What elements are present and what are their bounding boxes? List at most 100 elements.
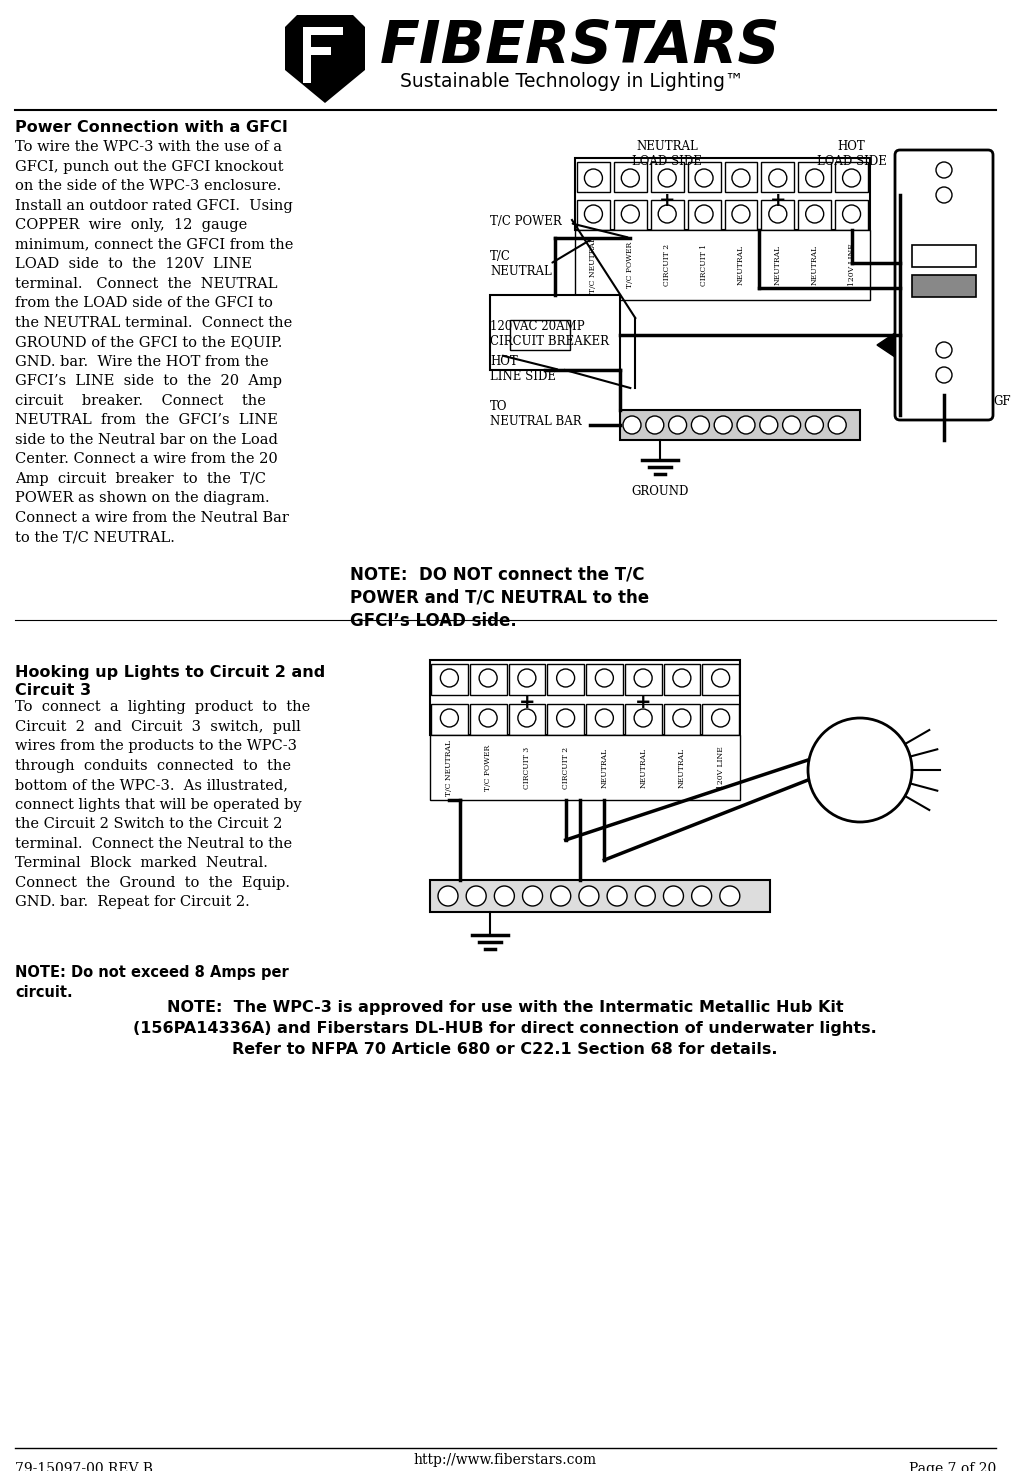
- Circle shape: [712, 709, 730, 727]
- Circle shape: [783, 416, 801, 434]
- Circle shape: [623, 416, 641, 434]
- Text: NEUTRAL: NEUTRAL: [811, 246, 819, 285]
- Text: NEUTRAL: NEUTRAL: [737, 246, 745, 285]
- Bar: [430, 880, 770, 912]
- Circle shape: [438, 886, 458, 906]
- Text: NEUTRAL
LOAD SIDE: NEUTRAL LOAD SIDE: [632, 140, 702, 168]
- Bar: [575, 157, 870, 229]
- Circle shape: [466, 886, 486, 906]
- Circle shape: [494, 886, 515, 906]
- Circle shape: [842, 169, 860, 187]
- Text: http://www.fiberstars.com: http://www.fiberstars.com: [413, 1453, 596, 1467]
- Bar: [620, 410, 860, 440]
- Bar: [510, 321, 570, 350]
- Circle shape: [441, 669, 458, 687]
- Polygon shape: [285, 15, 365, 103]
- Circle shape: [732, 204, 750, 224]
- Circle shape: [584, 169, 603, 187]
- Bar: [799, 162, 831, 193]
- Bar: [577, 162, 610, 193]
- Bar: [687, 162, 721, 193]
- Bar: [490, 296, 620, 371]
- Circle shape: [557, 669, 574, 687]
- Circle shape: [518, 709, 536, 727]
- Text: T/C
NEUTRAL: T/C NEUTRAL: [490, 250, 552, 278]
- Bar: [431, 705, 468, 736]
- Bar: [663, 705, 701, 736]
- Bar: [725, 200, 757, 229]
- Circle shape: [595, 709, 614, 727]
- Text: 79-15097-00 REV B: 79-15097-00 REV B: [15, 1462, 153, 1471]
- Text: Hooking up Lights to Circuit 2 and
Circuit 3: Hooking up Lights to Circuit 2 and Circu…: [15, 665, 326, 699]
- Polygon shape: [303, 26, 343, 35]
- Circle shape: [518, 669, 536, 687]
- Circle shape: [828, 416, 846, 434]
- Circle shape: [557, 709, 574, 727]
- Bar: [912, 275, 976, 297]
- Text: T/C POWER: T/C POWER: [490, 215, 562, 228]
- Text: CIRCUIT 2: CIRCUIT 2: [663, 244, 671, 285]
- Circle shape: [696, 169, 713, 187]
- Text: HOT
LINE SIDE: HOT LINE SIDE: [490, 355, 556, 382]
- Bar: [651, 162, 683, 193]
- Text: HOT
LOAD SIDE: HOT LOAD SIDE: [817, 140, 887, 168]
- Circle shape: [441, 709, 458, 727]
- Bar: [761, 200, 795, 229]
- Circle shape: [579, 886, 599, 906]
- Circle shape: [768, 169, 787, 187]
- Circle shape: [479, 669, 497, 687]
- Bar: [430, 660, 740, 736]
- Text: 120VAC 20AMP
CIRCUIT BREAKER: 120VAC 20AMP CIRCUIT BREAKER: [490, 321, 609, 349]
- Text: FIBERSTARS: FIBERSTARS: [380, 18, 780, 75]
- Text: T/C NEUTRAL: T/C NEUTRAL: [446, 740, 453, 796]
- Text: GROUND: GROUND: [631, 485, 688, 499]
- Circle shape: [714, 416, 732, 434]
- Circle shape: [692, 416, 710, 434]
- Circle shape: [646, 416, 664, 434]
- Bar: [835, 162, 868, 193]
- Text: NEUTRAL: NEUTRAL: [773, 246, 782, 285]
- Circle shape: [737, 416, 755, 434]
- Circle shape: [668, 416, 686, 434]
- Bar: [703, 663, 739, 694]
- Circle shape: [673, 709, 691, 727]
- Bar: [725, 162, 757, 193]
- Circle shape: [622, 169, 639, 187]
- Text: Power Connection with a GFCI: Power Connection with a GFCI: [15, 121, 288, 135]
- Circle shape: [692, 886, 712, 906]
- Circle shape: [936, 341, 952, 357]
- Circle shape: [663, 886, 683, 906]
- Bar: [625, 663, 661, 694]
- Circle shape: [768, 204, 787, 224]
- Circle shape: [622, 204, 639, 224]
- Text: NOTE:  DO NOT connect the T/C
POWER and T/C NEUTRAL to the
GFCI’s LOAD side.: NOTE: DO NOT connect the T/C POWER and T…: [350, 565, 649, 630]
- Bar: [614, 162, 647, 193]
- Bar: [761, 162, 795, 193]
- Circle shape: [732, 169, 750, 187]
- Text: 120V LINE: 120V LINE: [717, 746, 725, 788]
- Circle shape: [658, 204, 676, 224]
- Bar: [912, 246, 976, 268]
- Circle shape: [635, 886, 655, 906]
- Circle shape: [936, 187, 952, 203]
- Bar: [687, 200, 721, 229]
- Text: To  connect  a  lighting  product  to  the
Circuit  2  and  Circuit  3  switch, : To connect a lighting product to the Cir…: [15, 700, 310, 909]
- Text: CIRCUIT 3: CIRCUIT 3: [523, 746, 531, 788]
- Polygon shape: [303, 47, 331, 54]
- Circle shape: [595, 669, 614, 687]
- Text: CIRCUIT 2: CIRCUIT 2: [562, 746, 569, 788]
- Bar: [431, 663, 468, 694]
- Text: Page 7 of 20: Page 7 of 20: [909, 1462, 996, 1471]
- Text: +: +: [659, 191, 675, 209]
- Text: Sustainable Technology in Lighting™: Sustainable Technology in Lighting™: [400, 72, 744, 91]
- Polygon shape: [303, 26, 311, 82]
- Text: To wire the WPC-3 with the use of a
GFCI, punch out the GFCI knockout
on the sid: To wire the WPC-3 with the use of a GFCI…: [15, 140, 293, 544]
- Bar: [577, 200, 610, 229]
- Text: GFCI: GFCI: [993, 396, 1011, 407]
- Text: T/C POWER: T/C POWER: [484, 744, 492, 790]
- Text: NEUTRAL: NEUTRAL: [639, 747, 647, 787]
- Text: T/C POWER: T/C POWER: [626, 241, 634, 288]
- Circle shape: [607, 886, 627, 906]
- Text: NEUTRAL: NEUTRAL: [677, 747, 685, 787]
- Text: CIRCUIT 1: CIRCUIT 1: [700, 244, 708, 285]
